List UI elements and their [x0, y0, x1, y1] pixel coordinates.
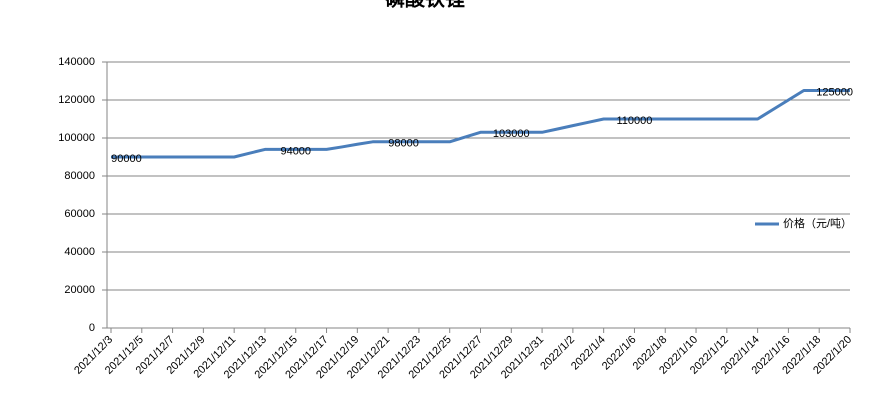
- data-label: 125000: [816, 86, 853, 98]
- y-tick-label: 100000: [58, 132, 95, 144]
- y-tick-label: 60000: [64, 208, 95, 220]
- data-label: 110000: [617, 115, 653, 127]
- legend-label: 价格（元/吨）: [783, 216, 852, 230]
- data-label: 90000: [111, 153, 142, 165]
- y-tick-label: 120000: [58, 94, 95, 106]
- y-tick-label: 0: [89, 322, 95, 334]
- y-tick-label: 140000: [58, 56, 95, 68]
- y-tick-label: 80000: [64, 170, 95, 182]
- chart-title: 磷酸铁锂: [385, 0, 465, 10]
- y-tick-label: 20000: [64, 284, 95, 296]
- data-label: 98000: [388, 138, 419, 150]
- data-label: 103000: [493, 128, 530, 140]
- data-label: 94000: [280, 145, 311, 157]
- y-tick-label: 40000: [64, 246, 95, 258]
- line: [111, 89, 850, 159]
